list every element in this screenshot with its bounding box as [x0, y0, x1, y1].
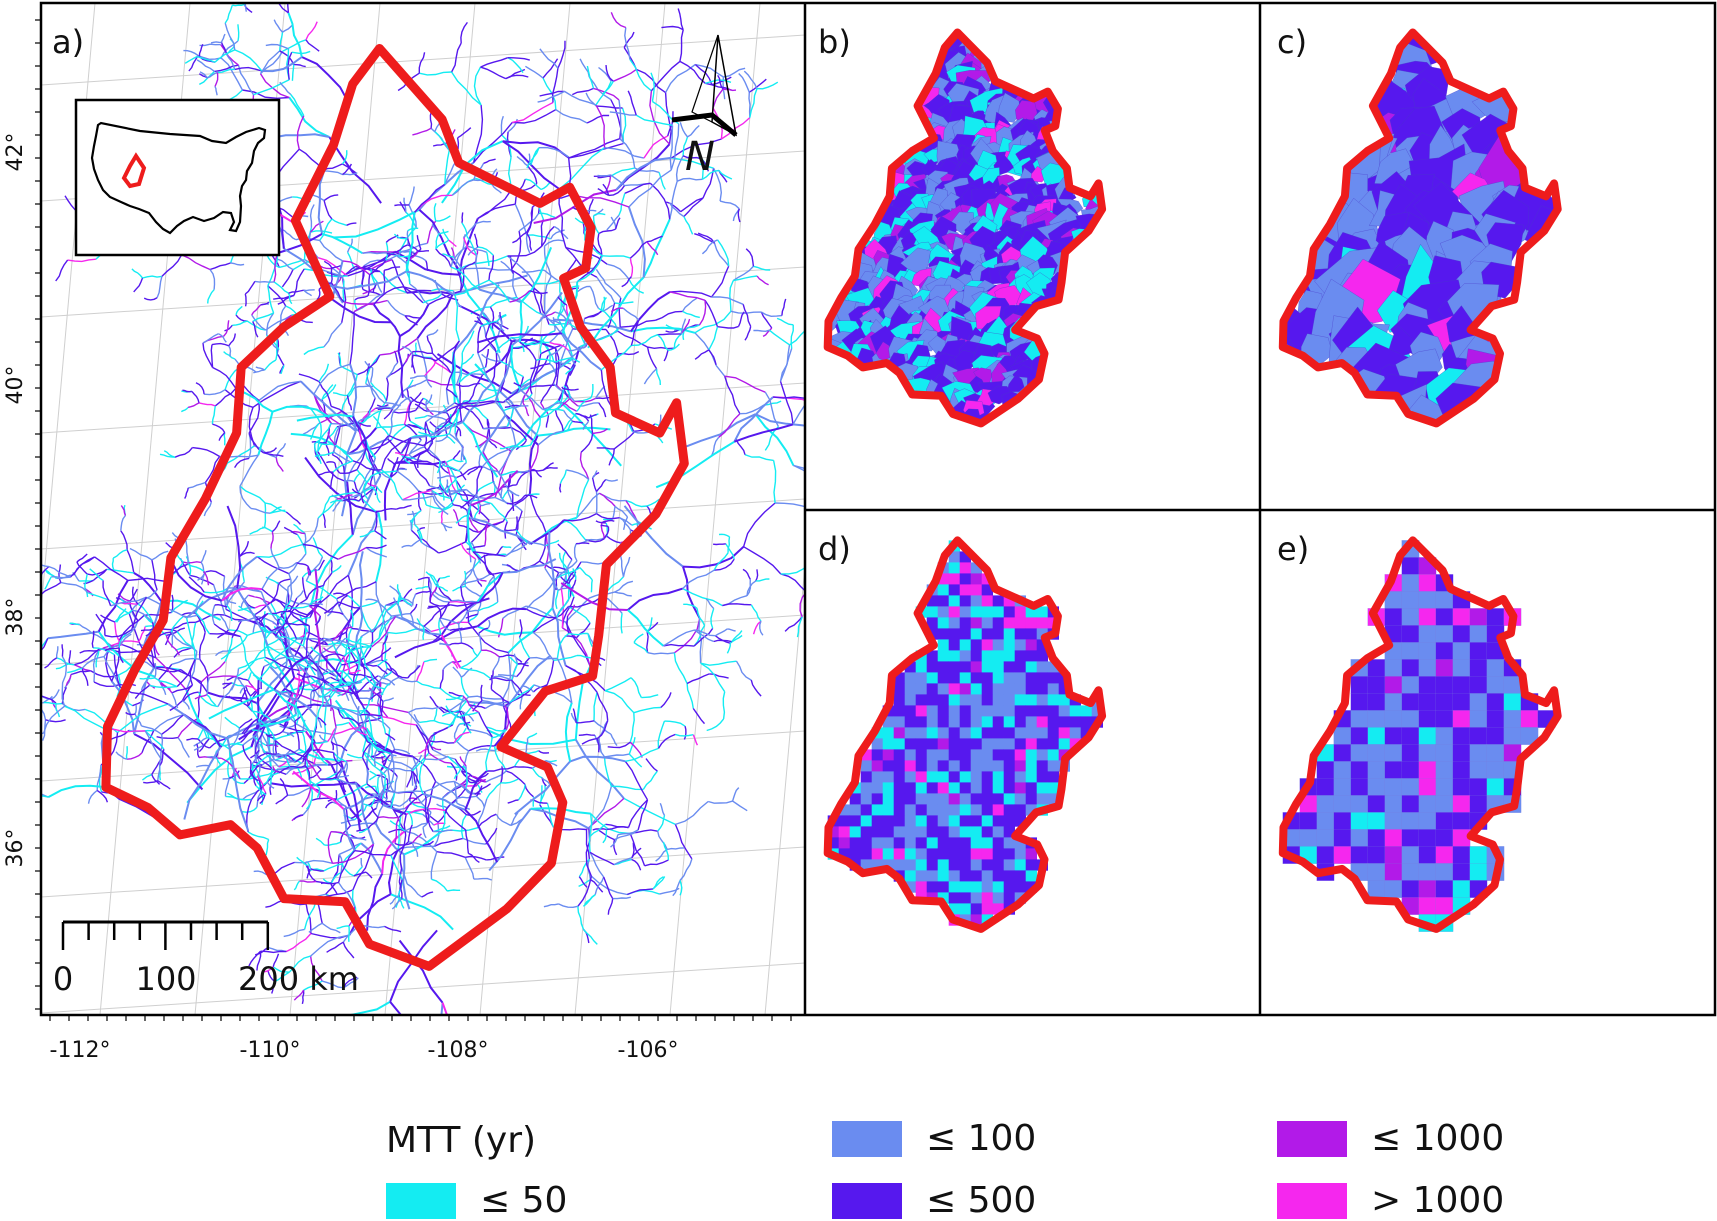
panel-label-b: b)	[818, 23, 851, 61]
legend-item-gt1000: > 1000	[1277, 1180, 1504, 1221]
legend-label-100: ≤ 100	[926, 1118, 1037, 1159]
panel-e-map	[1278, 536, 1562, 933]
lon-label-112: -112°	[50, 1038, 111, 1063]
legend-label-gt1000: > 1000	[1371, 1180, 1505, 1221]
legend-item-50: ≤ 50	[386, 1180, 567, 1221]
panel-label-e: e)	[1277, 530, 1309, 568]
panel-a-stream-network: N 0 100 200 km	[41, 3, 805, 1015]
panel-b-map	[806, 3, 1259, 510]
scale-label-0: 0	[53, 960, 73, 998]
lat-label-42: 42°	[3, 133, 28, 172]
lon-label-108: -108°	[428, 1038, 489, 1063]
lat-label-40: 40°	[3, 366, 28, 405]
panel-label-c: c)	[1277, 23, 1307, 61]
legend-label-50: ≤ 50	[480, 1180, 568, 1221]
north-arrow-label: N	[685, 134, 715, 180]
inset-map	[74, 98, 281, 257]
axis-ticks	[35, 19, 792, 1021]
lat-label-38: 38°	[3, 598, 28, 637]
legend: MTT (yr) ≤ 50 ≤ 100 ≤ 500 ≤ 1000 > 1000	[0, 1100, 1717, 1221]
legend-swatch-gt1000	[1277, 1182, 1347, 1219]
legend-swatch-50	[386, 1182, 456, 1219]
scale-bar: 0 100 200 km	[53, 920, 359, 998]
panel-c-map	[1261, 3, 1715, 510]
scale-label-200: 200 km	[238, 960, 359, 998]
legend-label-1000: ≤ 1000	[1371, 1118, 1505, 1159]
legend-item-500: ≤ 500	[832, 1180, 1036, 1221]
lon-label-110: -110°	[240, 1038, 301, 1063]
legend-swatch-1000	[1277, 1120, 1347, 1157]
panel-d-map	[823, 536, 1107, 933]
legend-label-500: ≤ 500	[926, 1180, 1037, 1221]
panel-label-a: a)	[52, 23, 84, 61]
panel-frames	[39, 1, 1717, 1017]
north-arrow: N	[671, 34, 738, 180]
legend-title: MTT (yr)	[386, 1120, 537, 1161]
legend-swatch-500	[832, 1182, 902, 1219]
basin-inset-marker	[121, 152, 147, 189]
legend-item-100: ≤ 100	[832, 1118, 1036, 1159]
lon-label-106: -106°	[618, 1038, 679, 1063]
usa-outline	[90, 121, 267, 235]
lat-label-36: 36°	[3, 829, 28, 868]
legend-item-1000: ≤ 1000	[1277, 1118, 1504, 1159]
basin-boundary-a	[101, 44, 689, 971]
figure: N 0 100 200 km a) b) c) d) e) 42° 40° 38…	[3, 1, 1717, 1063]
scale-label-100: 100	[135, 960, 196, 998]
legend-swatch-100	[832, 1120, 902, 1157]
panel-label-d: d)	[818, 530, 851, 568]
